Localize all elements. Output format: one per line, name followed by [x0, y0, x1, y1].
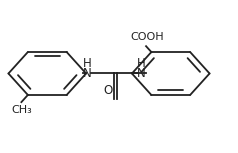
- Text: O: O: [104, 84, 113, 97]
- Text: H: H: [137, 57, 146, 70]
- Text: COOH: COOH: [130, 32, 164, 42]
- Text: CH₃: CH₃: [11, 105, 32, 115]
- Text: N: N: [83, 67, 92, 80]
- Text: N: N: [137, 67, 146, 80]
- Text: H: H: [83, 57, 92, 70]
